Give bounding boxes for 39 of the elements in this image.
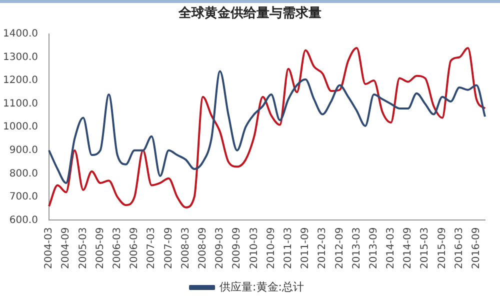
line-series: [48, 46, 486, 208]
x-tick-label: 2016-09: [471, 227, 482, 270]
x-tick-label: 2013-09: [368, 227, 380, 270]
y-tick-label: 1100.0: [2, 98, 38, 110]
x-tick-label: 2015-03: [420, 227, 431, 270]
x-tick-label: 2011-09: [300, 227, 312, 270]
x-tick-label: 2015-09: [436, 227, 448, 270]
y-tick-label: 1200.0: [2, 75, 38, 86]
x-tick-label: 2007-03: [146, 227, 158, 270]
x-tick-label: 2011-03: [282, 227, 294, 270]
x-tick-label: 2008-03: [180, 227, 192, 270]
y-tick-label: 1300.0: [2, 52, 38, 63]
y-tick-label: 900.0: [9, 144, 38, 156]
x-tick-label: 2009-09: [232, 227, 243, 270]
legend-label: 供应量:黄金:总计: [220, 280, 304, 294]
x-tick-label: 2009-03: [214, 227, 226, 270]
y-tick-label: 1400.0: [2, 28, 38, 40]
x-tick-label: 2013-03: [351, 227, 362, 270]
chart-title: 全球黄金供给量与需求量: [0, 0, 500, 25]
x-tick-label: 2014-03: [386, 227, 397, 270]
line-series: [48, 70, 486, 184]
x-tick-label: 2006-09: [129, 227, 140, 270]
x-tick-label: 2004-03: [44, 227, 55, 270]
x-tick-label: 2007-09: [163, 227, 174, 270]
y-tick-label: 600.0: [9, 214, 38, 226]
x-tick-label: 2014-09: [402, 227, 414, 270]
x-tick-label: 2016-03: [454, 227, 465, 270]
x-tick-label: 2008-09: [197, 227, 208, 270]
x-tick-label: 2005-03: [78, 227, 89, 270]
y-tick-label: 800.0: [9, 168, 38, 180]
x-tick-label: 2012-03: [317, 227, 328, 270]
x-tick-label: 2004-09: [60, 227, 72, 270]
x-tick-label: 2006-03: [112, 227, 123, 270]
x-tick-label: 2005-09: [94, 227, 106, 270]
y-tick-label: 1000.0: [2, 122, 38, 133]
x-tick-label: 2010-03: [248, 227, 260, 270]
x-tick-label: 2010-09: [266, 227, 277, 270]
y-tick-label: 700.0: [9, 192, 38, 203]
x-tick-label: 2012-09: [334, 227, 346, 270]
